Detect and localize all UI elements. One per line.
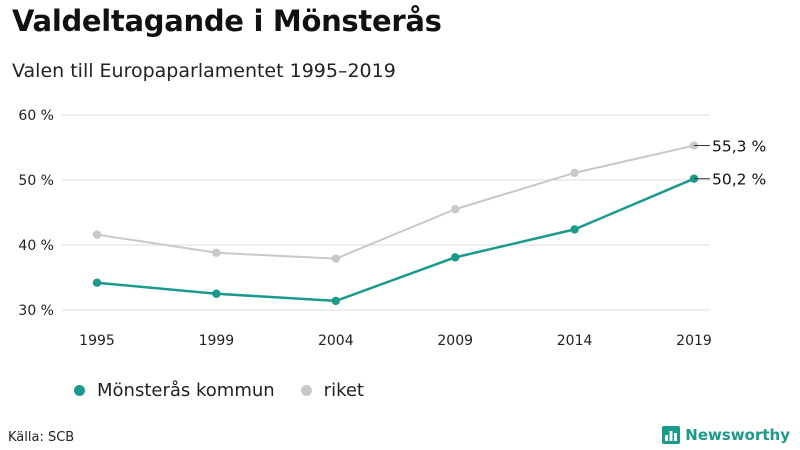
data-point-kommun[interactable] <box>212 289 221 298</box>
series-line-kommun <box>96 177 695 303</box>
x-tick-label: 1995 <box>79 333 115 349</box>
data-point-kommun[interactable] <box>570 225 579 234</box>
chart-subtitle: Valen till Europaparlamentet 1995–2019 <box>12 60 396 82</box>
y-tick-label: 60 % <box>18 108 54 124</box>
legend-item-kommun: Mönsterås kommun <box>74 380 275 401</box>
brand-name: Newsworthy <box>685 426 790 444</box>
source-note: Källa: SCB <box>8 430 75 445</box>
data-point-riket[interactable] <box>451 205 460 214</box>
legend-dot-riket <box>300 385 312 396</box>
data-point-kommun[interactable] <box>331 296 340 306</box>
y-tick-label: 50 % <box>18 173 54 189</box>
end-labels: 55,3 % 50,2 % <box>694 138 766 189</box>
y-tick-label: 40 % <box>18 238 54 254</box>
data-point-kommun[interactable] <box>451 253 460 262</box>
x-tick-label: 2014 <box>557 333 593 349</box>
legend-dot-kommun <box>74 385 85 396</box>
bar-chart-logo-icon <box>662 426 681 444</box>
y-tick-label: 30 % <box>18 303 54 319</box>
x-tick-label: 2004 <box>318 333 354 349</box>
end-label-kommun: 50,2 % <box>712 171 766 189</box>
series-lines <box>92 141 699 306</box>
data-point-riket[interactable] <box>331 254 340 263</box>
data-point-kommun[interactable] <box>92 278 102 287</box>
end-label-riket: 55,3 % <box>712 138 766 156</box>
x-tick-label: 1999 <box>199 333 235 349</box>
data-point-riket[interactable] <box>92 230 102 239</box>
legend-label-kommun: Mönsterås kommun <box>97 380 275 401</box>
series-line-riket <box>96 144 695 260</box>
chart-title: Valdeltagande i Mönsterås <box>12 4 442 38</box>
legend: Mönsterås kommun riket <box>74 380 390 401</box>
x-tick-label: 2019 <box>676 333 712 349</box>
x-tick-label: 2009 <box>437 333 473 349</box>
legend-item-riket: riket <box>300 380 364 401</box>
x-axis-ticks: 1995 1999 2004 2009 2014 2019 <box>79 333 712 349</box>
y-axis-ticks: 30 % 40 % 50 % 60 % <box>18 108 54 319</box>
data-point-riket[interactable] <box>570 168 579 178</box>
data-point-riket[interactable] <box>212 248 221 257</box>
brand-logo[interactable]: Newsworthy <box>662 426 790 444</box>
legend-label-riket: riket <box>323 380 364 401</box>
